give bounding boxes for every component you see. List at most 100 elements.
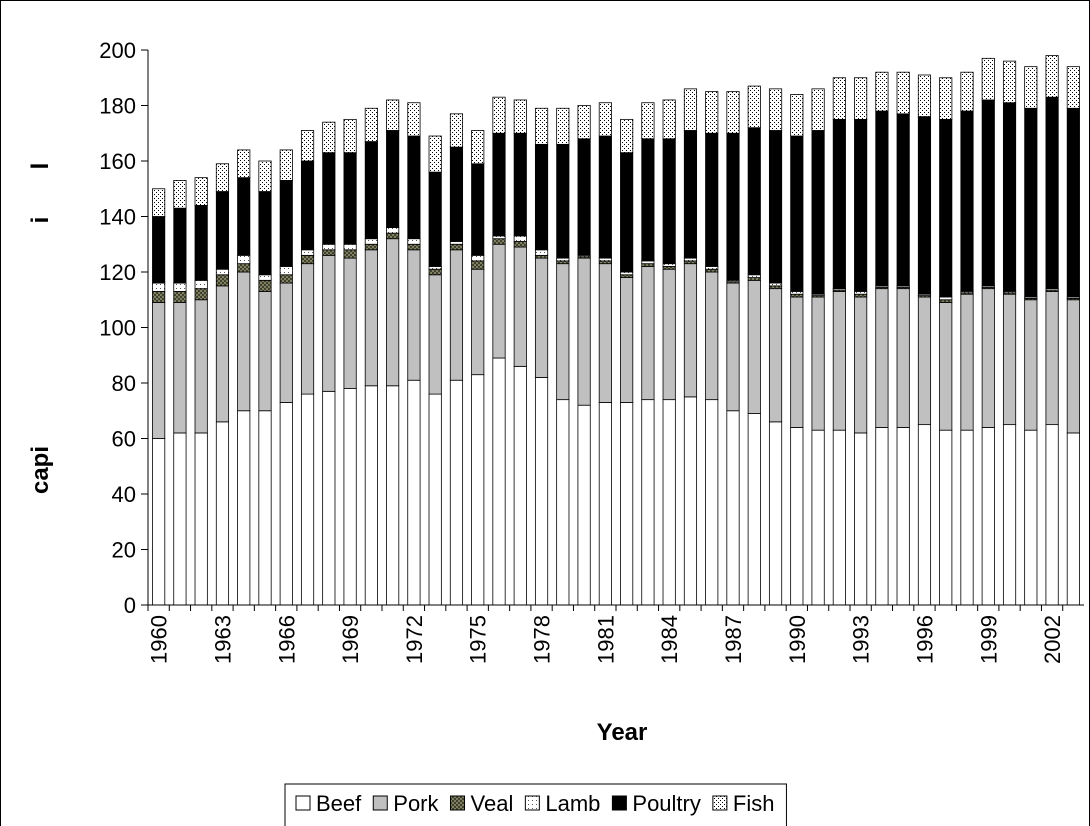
bar-segment [322, 254, 336, 392]
bar-segment [1024, 66, 1038, 109]
bar-segment [386, 232, 400, 240]
bar-segment [1045, 96, 1059, 290]
legend-swatch [295, 795, 311, 811]
bar-segment [790, 296, 804, 428]
bar-segment [747, 127, 761, 276]
bar-segment [343, 243, 357, 251]
x-tick-label: 2002 [1040, 615, 1065, 664]
bar-segment [513, 246, 527, 367]
bar-segment [747, 277, 761, 281]
legend-label: Poultry [632, 791, 700, 816]
x-tick-label: 1987 [721, 615, 746, 664]
y-tick-label: 140 [99, 205, 136, 230]
bar-segment [322, 390, 336, 606]
bar-segment [513, 132, 527, 237]
bar-segment [534, 143, 549, 251]
legend-swatch [450, 795, 466, 811]
bar-segment [1045, 55, 1059, 98]
legend-label: Fish [733, 791, 775, 816]
bar-segment [598, 135, 612, 259]
bar-segment [556, 107, 570, 145]
x-tick-label: 1999 [976, 615, 1001, 664]
bar-segment [854, 291, 868, 295]
bar-segment [960, 429, 974, 606]
bar-segment [1024, 107, 1038, 298]
bar-segment [1066, 107, 1080, 298]
bar-segment [960, 71, 974, 112]
bar-segment [854, 293, 868, 298]
bar-segment [471, 268, 485, 376]
bar-segment [194, 204, 208, 281]
bar-segment [662, 99, 676, 140]
bar-segment [641, 260, 655, 265]
bar-segment [556, 143, 570, 259]
bar-segment [705, 271, 719, 401]
bar-segment [513, 365, 527, 606]
bar-segment [322, 121, 336, 154]
y-tick-label: 80 [112, 371, 136, 396]
bar-segment [258, 274, 272, 281]
bar-segment [492, 243, 506, 359]
bar-segment [279, 180, 293, 267]
bar-segment [215, 421, 230, 606]
bar-segment [300, 263, 315, 395]
bar-segment [534, 249, 549, 256]
bar-segment [152, 282, 166, 292]
bar-segment [513, 241, 527, 248]
x-tick-label: 1993 [849, 615, 874, 664]
bar-segment [726, 282, 740, 412]
bar-segment [662, 266, 676, 270]
bar-segment [683, 260, 698, 265]
bar-segment [407, 249, 421, 381]
y-tick-label: 120 [99, 260, 136, 285]
bar-segment [620, 118, 634, 154]
bar-segment [279, 282, 293, 403]
bar-segment [960, 110, 974, 292]
bar-segment [577, 138, 591, 256]
bar-segment [854, 118, 868, 292]
bar-segment [747, 85, 761, 129]
x-tick-label: 1966 [274, 615, 299, 664]
bar-segment [917, 424, 932, 606]
bar-segment [322, 249, 336, 256]
bar-segment [194, 299, 208, 434]
bar-segment [790, 293, 804, 298]
bar-segment [832, 429, 846, 606]
bar-segment [471, 163, 485, 256]
bar-segment [556, 263, 570, 401]
bar-segment [747, 274, 761, 278]
x-tick-label: 1978 [530, 615, 555, 664]
bar-segment [258, 410, 272, 606]
bar-segment [407, 379, 421, 606]
bar-segment [1002, 60, 1017, 104]
bar-segment [832, 77, 846, 120]
bar-segment [917, 116, 932, 295]
bar-segment [1002, 424, 1017, 606]
legend-swatch [372, 795, 388, 811]
x-tick-label: 1990 [785, 615, 810, 664]
bar-segment [237, 263, 251, 273]
bar-segment [939, 429, 953, 606]
bar-segment [705, 132, 719, 267]
bar-segment [854, 77, 868, 120]
bar-segment [428, 135, 442, 173]
bar-segment [258, 291, 272, 412]
bar-segment [449, 241, 464, 245]
bar-segment [194, 432, 208, 606]
bar-segment [279, 266, 293, 276]
bar-segment [237, 410, 251, 606]
bar-segment [471, 374, 485, 606]
bar-segment [981, 288, 995, 428]
bar-segment [832, 291, 846, 431]
bar-segment [534, 107, 549, 145]
bar-segment [662, 399, 676, 606]
bar-segment [705, 266, 719, 270]
bar-segment [428, 274, 442, 395]
bar-segment [173, 291, 187, 303]
bar-segment [407, 102, 421, 137]
bar-segment [428, 266, 442, 270]
bar-segment [896, 71, 910, 115]
bar-segment [343, 118, 357, 154]
bar-segment [492, 238, 506, 245]
